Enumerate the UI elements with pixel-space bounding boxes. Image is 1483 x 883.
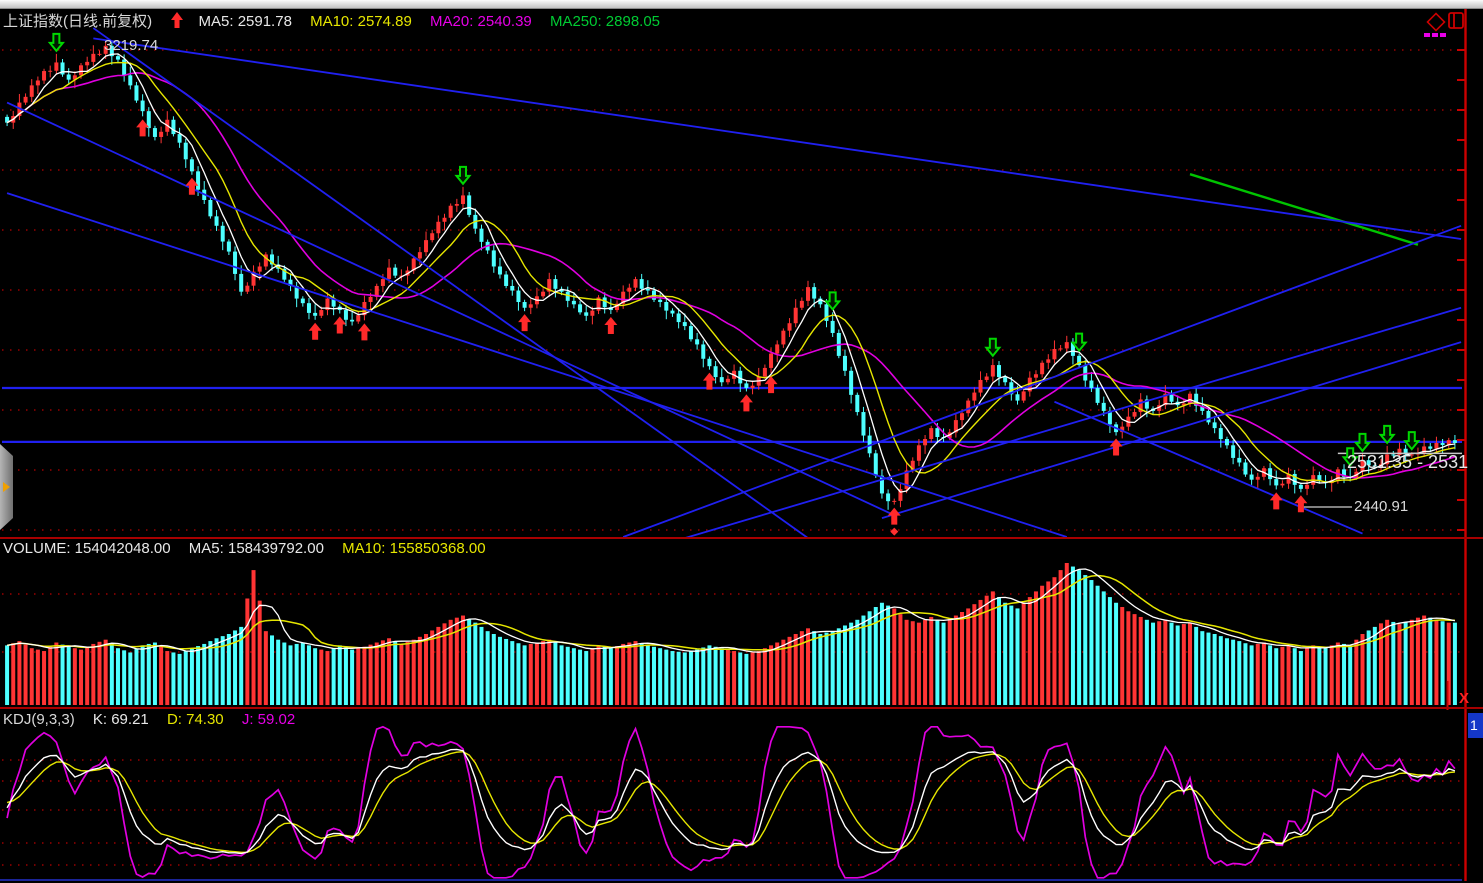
sell-arrow-icon (824, 291, 842, 311)
kdj-j-value: J: 59.02 (241, 711, 296, 728)
buy-arrow-icon (136, 119, 150, 137)
ma5-value: MA5: 2591.78 (198, 13, 292, 30)
sell-arrow-icon (1378, 424, 1396, 445)
main-chart-header: 上证指数(日线.前复权) MA5: 2591.78 MA10: 2574.89 … (3, 10, 674, 31)
volume-value: VOLUME: 154042048.00 (3, 540, 171, 557)
kdj-header: KDJ(9,3,3) K: 69.21 D: 74.30 J: 59.02 (3, 711, 309, 728)
buy-arrow-icon (887, 507, 901, 525)
sell-arrow-icon (1070, 332, 1088, 353)
sidebar-expand-tab[interactable] (0, 444, 13, 530)
low-price-label: 2440.91 (1354, 498, 1409, 515)
ma250-value: MA250: 2898.05 (549, 13, 661, 30)
window-title-strip (0, 0, 1483, 9)
pane-separator[interactable] (0, 707, 1483, 709)
sell-arrow-icon (1341, 447, 1359, 467)
pane-separator[interactable] (0, 537, 1483, 539)
main-price-pane (2, 27, 1462, 540)
buy-arrow-icon (764, 376, 778, 394)
kdj-k-value: K: 69.21 (92, 711, 149, 728)
sell-arrow-icon (1353, 432, 1372, 453)
volume-header: VOLUME: 154042048.00 MA5: 158439792.00 M… (3, 540, 500, 557)
instrument-title: 上证指数(日线.前复权) (3, 13, 153, 30)
kdj-name: KDJ(9,3,3) (3, 711, 75, 728)
buy-arrow-icon (357, 323, 371, 341)
volume-ma5-value: MA5: 158439792.00 (188, 540, 324, 557)
buy-arrow-icon (308, 322, 322, 340)
volume-pane (2, 563, 1462, 705)
sell-arrow-icon (454, 165, 472, 186)
buy-arrow-icon (702, 372, 716, 390)
buy-arrow-icon (739, 394, 753, 412)
buy-arrow-icon (1269, 492, 1283, 510)
ma20-value: MA20: 2540.39 (430, 13, 532, 30)
buy-signal-icon (171, 12, 184, 28)
sell-arrow-icon (984, 337, 1002, 358)
sell-arrow-icon (47, 32, 65, 53)
buy-arrow-icon (518, 314, 532, 332)
split-window-icon[interactable] (1448, 12, 1465, 30)
ma10-value: MA10: 2574.89 (310, 13, 412, 30)
expand-arrow-icon (3, 482, 10, 492)
kdj-pane (0, 725, 1462, 881)
low-marker-diamond-icon (890, 527, 899, 536)
buy-arrow-icon (333, 316, 347, 334)
diamond-tool-icon[interactable] (1424, 12, 1446, 38)
volume-ma10-value: MA10: 155850368.00 (342, 540, 486, 557)
buy-arrow-icon (604, 317, 618, 335)
buy-arrow-icon (1109, 438, 1123, 456)
buy-arrow-icon (185, 177, 199, 195)
sell-arrow-icon (1403, 431, 1421, 451)
peak-price-label: 3219.74 (104, 37, 159, 54)
last-bar-range-label: 2531.35 - 2531 (1347, 452, 1469, 472)
indicator-close-button[interactable]: X (1459, 690, 1470, 707)
buy-arrow-icon (1294, 495, 1308, 513)
kdj-d-value: D: 74.30 (166, 711, 224, 728)
pane-count-badge[interactable]: 1 (1468, 713, 1483, 738)
right-price-axis (1446, 8, 1467, 881)
